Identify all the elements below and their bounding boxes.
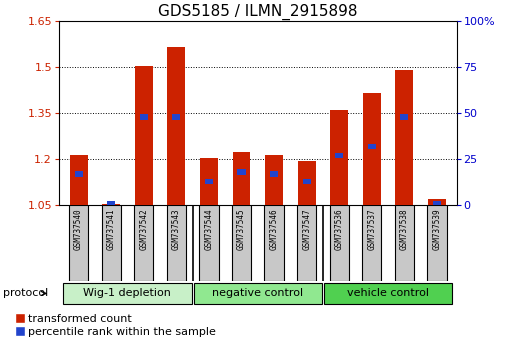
Bar [362,205,382,281]
Bar [363,93,381,205]
Bar [330,205,349,281]
Bar [199,205,219,281]
Bar [70,155,88,205]
Bar [298,161,315,205]
Text: GSM737546: GSM737546 [269,209,279,250]
Bar [400,114,408,120]
Bar [368,144,376,149]
Text: GSM737540: GSM737540 [74,209,83,250]
Bar [63,282,192,304]
Bar [427,205,447,281]
Title: GDS5185 / ILMN_2915898: GDS5185 / ILMN_2915898 [158,4,358,20]
Text: GSM737545: GSM737545 [237,209,246,250]
Bar [167,47,185,205]
Bar [428,199,446,205]
Bar [167,205,186,281]
Bar [102,204,120,205]
Bar [232,152,250,205]
Bar [102,205,121,281]
Bar [297,205,317,281]
Bar [135,66,153,205]
Bar [396,70,413,205]
Bar [200,158,218,205]
Bar [395,205,414,281]
Text: GSM737547: GSM737547 [302,209,311,250]
Text: GSM737541: GSM737541 [107,209,115,250]
Bar [265,205,284,281]
Text: GSM737542: GSM737542 [139,209,148,250]
Text: GSM737536: GSM737536 [335,209,344,250]
Bar [140,114,148,120]
Legend: transformed count, percentile rank within the sample: transformed count, percentile rank withi… [16,313,217,338]
Bar [330,110,348,205]
Text: GSM737539: GSM737539 [432,209,442,250]
Text: GSM737538: GSM737538 [400,209,409,250]
Text: negative control: negative control [212,289,303,298]
Text: vehicle control: vehicle control [347,289,429,298]
Bar [303,179,311,184]
Bar [433,201,441,206]
Bar [270,171,278,177]
Bar [134,205,153,281]
Bar [107,201,115,206]
Bar [193,282,322,304]
Bar [74,171,83,177]
Bar [324,282,452,304]
Text: GSM737537: GSM737537 [367,209,377,250]
Text: GSM737543: GSM737543 [172,209,181,250]
Bar [238,170,246,175]
Bar [335,153,343,158]
Bar [265,155,283,205]
Text: protocol: protocol [3,289,48,298]
Bar [172,114,181,120]
Bar [69,205,88,281]
Text: Wig-1 depletion: Wig-1 depletion [84,289,171,298]
Text: GSM737544: GSM737544 [204,209,213,250]
Bar [232,205,251,281]
Bar [205,179,213,184]
